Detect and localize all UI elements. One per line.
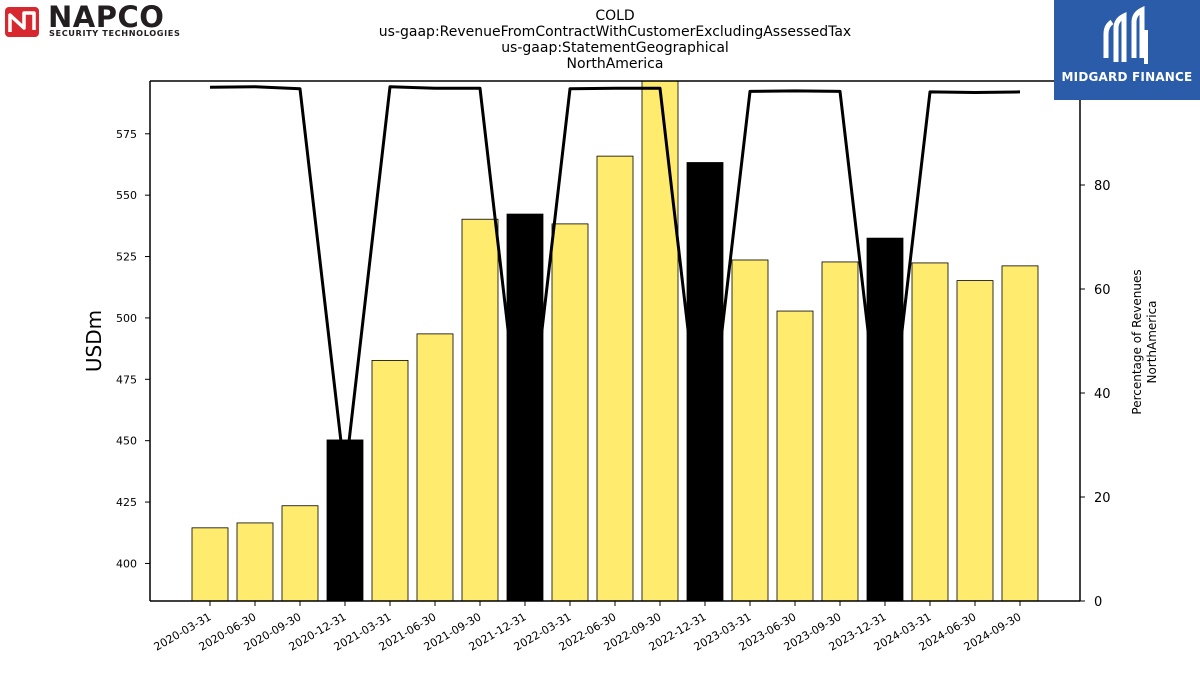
left-tick-label: 550 — [116, 189, 137, 202]
bar — [416, 333, 454, 601]
chart-title-line: us-gaap:RevenueFromContractWithCustomerE… — [379, 24, 851, 40]
chart-title: COLDus-gaap:RevenueFromContractWithCusto… — [379, 8, 851, 72]
left-tick-label: 475 — [116, 373, 137, 386]
bar — [821, 261, 859, 601]
bar — [281, 505, 319, 601]
right-tick-label: 20 — [1094, 491, 1111, 506]
napco-logo-name: NAPCO — [48, 0, 165, 34]
axis-labels: USDm Percentage of Revenues NorthAmerica — [82, 269, 1159, 414]
bar — [551, 223, 589, 601]
bar — [956, 280, 994, 601]
bar — [911, 262, 949, 601]
chart-title-line: COLD — [595, 8, 634, 24]
left-y-axis-ticks: 400 425 450 475 500 525 550 575 — [116, 128, 150, 570]
left-tick-label: 425 — [116, 496, 137, 509]
bar — [776, 310, 814, 601]
bar — [461, 218, 499, 601]
left-tick-label: 450 — [116, 435, 137, 448]
bar — [371, 359, 409, 601]
napco-logo-subtitle: SECURITY TECHNOLOGIES — [49, 28, 181, 38]
chart-title-line: us-gaap:StatementGeographical — [501, 40, 729, 56]
chart-title-line: NorthAmerica — [567, 56, 664, 72]
bar — [686, 162, 724, 601]
right-tick-label: 80 — [1094, 179, 1111, 194]
napco-mark-icon — [5, 7, 39, 37]
left-tick-label: 525 — [116, 251, 137, 264]
bar — [596, 155, 634, 601]
x-axis-ticks: 2020-03-312020-06-302020-09-302020-12-31… — [152, 601, 1024, 654]
bar — [236, 522, 274, 601]
percentage-line-series — [209, 85, 1021, 478]
axes — [149, 80, 1081, 602]
bar — [641, 81, 679, 601]
napco-logo: NAPCO SECURITY TECHNOLOGIES — [4, 0, 214, 40]
bar — [731, 259, 769, 601]
right-axis-label: Percentage of Revenues — [1130, 269, 1144, 414]
bar — [191, 527, 229, 601]
bar — [506, 213, 544, 601]
midgard-mark-icon — [1103, 5, 1148, 64]
midgard-logo-name: MIDGARD FINANCE — [1061, 70, 1193, 84]
midgard-finance-logo: MIDGARD FINANCE — [1054, 0, 1200, 100]
bar — [866, 237, 904, 601]
right-y-axis-ticks: 020406080100 — [1080, 75, 1119, 610]
right-tick-label: 0 — [1094, 595, 1102, 610]
left-tick-label: 500 — [116, 312, 137, 325]
bars — [191, 81, 1039, 601]
right-axis-label: NorthAmerica — [1145, 300, 1159, 383]
right-tick-label: 60 — [1094, 283, 1111, 298]
left-tick-label: 575 — [116, 128, 137, 141]
percentage-line — [209, 85, 1021, 478]
bar — [1001, 265, 1039, 601]
left-tick-label: 400 — [116, 557, 137, 570]
left-axis-label: USDm — [82, 310, 106, 372]
right-tick-label: 40 — [1094, 387, 1111, 402]
